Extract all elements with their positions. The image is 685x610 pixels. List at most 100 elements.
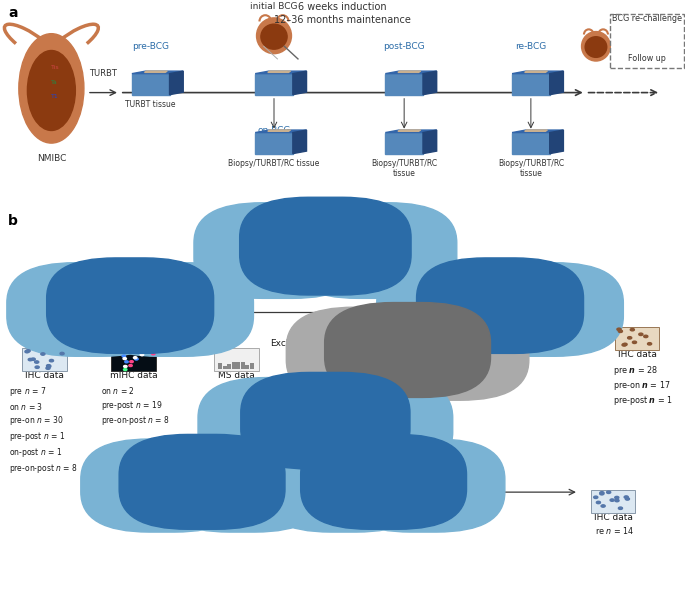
Text: pre-on $\it{n}$ = 3: pre-on $\it{n}$ = 3 (216, 385, 266, 398)
FancyBboxPatch shape (342, 439, 505, 532)
Circle shape (76, 290, 101, 305)
Text: post-BCG: post-BCG (384, 41, 425, 51)
Circle shape (614, 497, 619, 499)
Circle shape (140, 354, 144, 356)
FancyBboxPatch shape (262, 439, 425, 532)
Circle shape (632, 341, 636, 343)
Text: $n$ = 46: $n$ = 46 (531, 300, 567, 312)
Bar (245, 365, 249, 369)
Polygon shape (525, 71, 547, 73)
Bar (232, 362, 236, 369)
Text: BCG re-challenge: BCG re-challenge (336, 389, 426, 399)
Circle shape (370, 461, 397, 476)
Circle shape (230, 467, 254, 481)
Polygon shape (132, 71, 184, 74)
Polygon shape (549, 130, 563, 154)
Circle shape (129, 365, 132, 367)
Circle shape (122, 355, 125, 357)
Circle shape (486, 284, 514, 300)
Circle shape (617, 328, 621, 331)
Circle shape (623, 343, 627, 346)
Polygon shape (525, 130, 547, 131)
Text: initial BCG: initial BCG (250, 2, 298, 11)
Text: Excluded: Excluded (271, 339, 312, 348)
Polygon shape (549, 71, 563, 95)
Circle shape (25, 350, 29, 353)
Polygon shape (512, 71, 563, 74)
Text: b: b (8, 215, 18, 229)
Circle shape (530, 290, 554, 305)
Circle shape (627, 337, 632, 339)
Circle shape (125, 361, 128, 363)
Ellipse shape (256, 18, 291, 54)
Circle shape (619, 330, 623, 332)
FancyBboxPatch shape (460, 263, 623, 356)
Bar (590, 490, 635, 513)
FancyBboxPatch shape (288, 378, 453, 472)
FancyBboxPatch shape (198, 378, 363, 472)
Circle shape (600, 492, 604, 494)
Text: Radical cystectomy $\it{n}$ = 9
Chemoradiotherapy $\it{n}$ = 4
Loss of follow up: Radical cystectomy $\it{n}$ = 9 Chemorad… (336, 376, 436, 421)
FancyBboxPatch shape (81, 439, 243, 532)
Circle shape (615, 500, 619, 502)
Text: $n$ = 12: $n$ = 12 (236, 475, 273, 487)
Circle shape (597, 501, 601, 504)
Text: pre-BCG: pre-BCG (132, 41, 169, 51)
Circle shape (160, 290, 184, 305)
Circle shape (134, 357, 137, 359)
Bar (227, 364, 232, 369)
FancyBboxPatch shape (290, 203, 457, 298)
FancyBboxPatch shape (241, 373, 410, 469)
Text: re-BCG: re-BCG (515, 41, 547, 51)
Text: Ta: Ta (51, 79, 58, 85)
Text: Biopsy/TURBT/RC
tissue: Biopsy/TURBT/RC tissue (498, 159, 564, 178)
Circle shape (31, 358, 35, 361)
Text: Responder: Responder (481, 286, 533, 296)
FancyBboxPatch shape (416, 258, 584, 353)
Text: Follow up: Follow up (627, 54, 666, 63)
Bar (241, 362, 245, 369)
Polygon shape (132, 74, 169, 95)
Circle shape (610, 499, 614, 501)
Circle shape (47, 365, 51, 367)
Circle shape (188, 461, 216, 476)
Circle shape (607, 491, 611, 493)
Circle shape (123, 365, 127, 367)
Bar (214, 348, 258, 371)
Bar (250, 362, 254, 369)
Circle shape (116, 284, 145, 300)
Circle shape (47, 365, 51, 368)
Circle shape (310, 397, 340, 415)
Text: Biopsy/TURBT/RC
tissue: Biopsy/TURBT/RC tissue (371, 159, 437, 178)
Polygon shape (255, 130, 307, 132)
Text: mIHC data: mIHC data (110, 371, 158, 381)
Ellipse shape (18, 34, 84, 143)
FancyBboxPatch shape (377, 263, 540, 356)
FancyBboxPatch shape (286, 307, 449, 400)
Circle shape (436, 335, 460, 349)
Polygon shape (512, 74, 549, 95)
Polygon shape (145, 71, 167, 73)
Text: BCG re-challenge: BCG re-challenge (612, 13, 682, 23)
Circle shape (622, 343, 626, 346)
Text: TURBT: TURBT (89, 69, 116, 78)
Polygon shape (398, 71, 421, 73)
Bar (223, 367, 227, 369)
Polygon shape (423, 130, 436, 154)
Circle shape (267, 404, 294, 420)
Polygon shape (385, 132, 423, 154)
Polygon shape (255, 74, 293, 95)
Circle shape (412, 467, 436, 481)
Polygon shape (385, 71, 436, 74)
Polygon shape (268, 71, 290, 73)
Text: Relapse: Relapse (375, 462, 413, 472)
Polygon shape (512, 132, 549, 154)
Circle shape (46, 367, 50, 370)
Bar (22, 348, 66, 371)
Circle shape (600, 492, 604, 495)
Circle shape (136, 350, 139, 352)
Bar (236, 362, 240, 369)
Polygon shape (398, 130, 421, 131)
Ellipse shape (261, 24, 287, 49)
Circle shape (135, 358, 138, 360)
